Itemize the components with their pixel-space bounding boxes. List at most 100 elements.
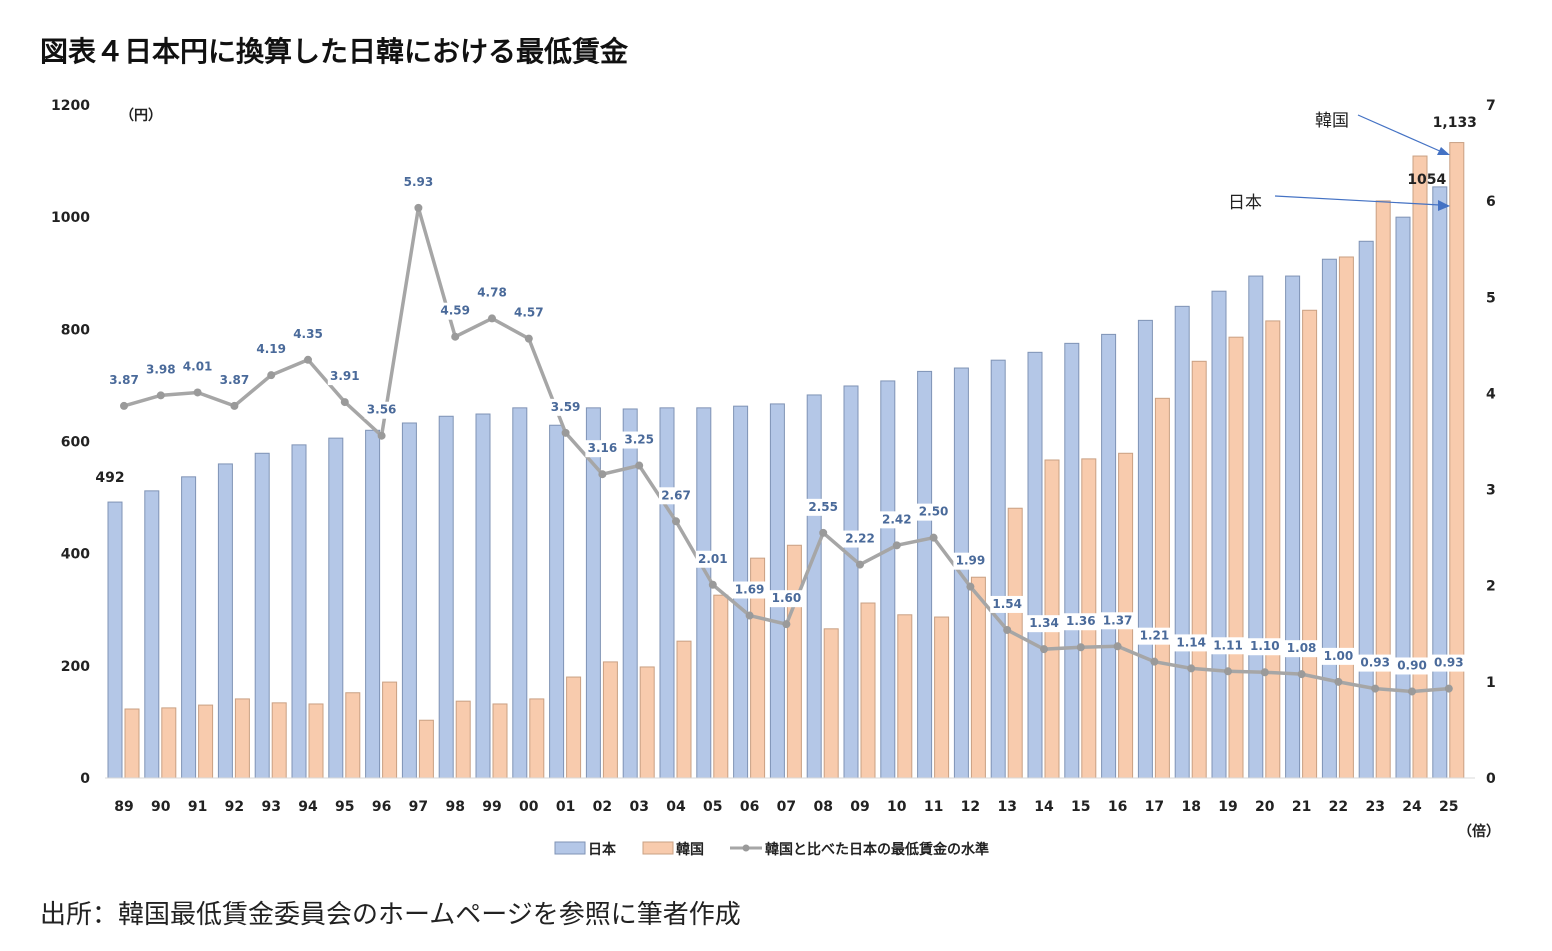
bar-korea	[1338, 256, 1354, 779]
ratio-point	[267, 371, 276, 380]
x-tick-label: 11	[924, 799, 943, 815]
ratio-label-bg	[695, 550, 730, 568]
bar-korea	[455, 700, 471, 779]
ratio-label-bg	[806, 498, 841, 516]
x-tick-label: 01	[556, 799, 575, 815]
bar-korea	[676, 640, 692, 779]
ratio-point	[782, 620, 791, 629]
x-tick-label: 96	[372, 799, 391, 815]
ratio-label: 4.19	[256, 342, 286, 356]
legend-label-japan: 日本	[588, 841, 617, 858]
ratio-point	[929, 533, 938, 542]
bar-japan	[401, 422, 417, 779]
bar-japan	[181, 476, 197, 779]
data-label-japan-first: 492	[95, 470, 124, 486]
ratio-point	[1076, 643, 1085, 652]
y-tick-label: 200	[61, 659, 90, 675]
ratio-point	[156, 391, 165, 400]
ratio-point	[561, 428, 570, 437]
x-tick-label: 20	[1255, 799, 1275, 815]
y2-axis-label: （倍）	[1458, 823, 1500, 840]
x-tick-label: 95	[335, 799, 354, 815]
y2-tick-label: 2	[1486, 579, 1496, 595]
ratio-label-bg	[843, 530, 877, 548]
bar-korea	[639, 666, 655, 779]
ratio-point	[488, 314, 496, 323]
bar-korea	[970, 576, 986, 779]
x-tick-label: 24	[1402, 799, 1422, 815]
ratio-point	[230, 401, 239, 410]
annotation-korea: 韓国	[1315, 111, 1349, 131]
bar-korea	[1449, 142, 1465, 779]
ratio-label: 1.14	[1176, 635, 1206, 649]
ratio-point	[1408, 687, 1416, 696]
ratio-point	[304, 355, 312, 364]
ratio-label: 1.21	[1140, 629, 1170, 643]
bar-japan	[659, 407, 675, 779]
ratio-label: 1.00	[1324, 649, 1354, 663]
y2-tick-label: 3	[1486, 483, 1496, 499]
y-tick-label: 600	[61, 435, 90, 451]
bar-japan	[880, 380, 896, 779]
annotation-japan: 日本	[1228, 193, 1262, 213]
ratio-label: 3.87	[109, 373, 139, 387]
ratio-label-bg	[1321, 647, 1356, 665]
x-tick-label: 04	[666, 799, 686, 815]
ratio-label: 1.37	[1103, 613, 1133, 627]
bar-korea	[308, 703, 324, 779]
bar-japan	[990, 359, 1006, 779]
bar-japan	[843, 385, 859, 779]
y2-tick-label: 4	[1486, 386, 1496, 402]
ratio-label-bg	[1174, 634, 1209, 652]
ratio-label-bg	[548, 398, 583, 416]
ratio-label: 3.98	[146, 362, 176, 376]
bar-korea	[1191, 360, 1207, 779]
ratio-label-bg	[107, 371, 141, 389]
ratio-point	[340, 398, 349, 407]
bar-japan	[1101, 333, 1117, 779]
ratio-label-bg	[1100, 612, 1135, 630]
x-tick-label: 09	[850, 799, 869, 815]
y-tick-label: 400	[61, 547, 90, 563]
bar-japan	[549, 424, 565, 779]
bar-japan	[328, 437, 344, 779]
bar-korea	[934, 616, 950, 779]
ratio-label-bg	[1027, 615, 1061, 633]
bar-korea	[345, 692, 361, 779]
bar-japan	[1137, 319, 1153, 779]
ratio-point	[524, 334, 533, 343]
bar-korea	[860, 602, 876, 779]
ratio-point	[1334, 677, 1343, 686]
bar-korea	[161, 707, 177, 779]
legend-swatch-japan	[554, 841, 586, 855]
bar-korea	[897, 614, 913, 779]
ratio-label: 3.56	[367, 403, 397, 417]
x-tick-label: 92	[225, 799, 244, 815]
ratio-label-bg	[1063, 613, 1098, 631]
ratio-label-bg	[1395, 657, 1429, 675]
x-tick-label: 05	[703, 799, 722, 815]
ratio-label-bg	[511, 304, 546, 322]
bar-korea	[1265, 320, 1281, 779]
ratio-point	[708, 580, 717, 589]
bar-korea	[124, 708, 140, 779]
x-tick-label: 23	[1365, 799, 1384, 815]
ratio-label: 3.25	[624, 433, 654, 447]
ratio-label: 5.93	[404, 175, 434, 189]
ratio-label-bg	[180, 358, 215, 376]
x-tick-label: 21	[1292, 799, 1311, 815]
bar-korea	[529, 698, 545, 779]
annotation-arrow-korea	[1357, 114, 1443, 153]
y-axis-label: （円）	[120, 108, 162, 124]
ratio-label: 1.34	[1029, 616, 1059, 630]
y2-tick-label: 0	[1486, 771, 1496, 787]
ratio-label: 4.78	[477, 285, 507, 299]
ratio-label-bg	[1247, 638, 1282, 656]
bar-korea	[786, 544, 802, 779]
x-tick-label: 18	[1181, 799, 1200, 815]
ratio-label: 4.57	[514, 306, 544, 320]
ratio-label: 2.42	[882, 512, 912, 526]
ratio-label-bg	[217, 371, 252, 389]
bar-korea	[1375, 200, 1391, 779]
y2-tick-label: 6	[1486, 194, 1496, 210]
